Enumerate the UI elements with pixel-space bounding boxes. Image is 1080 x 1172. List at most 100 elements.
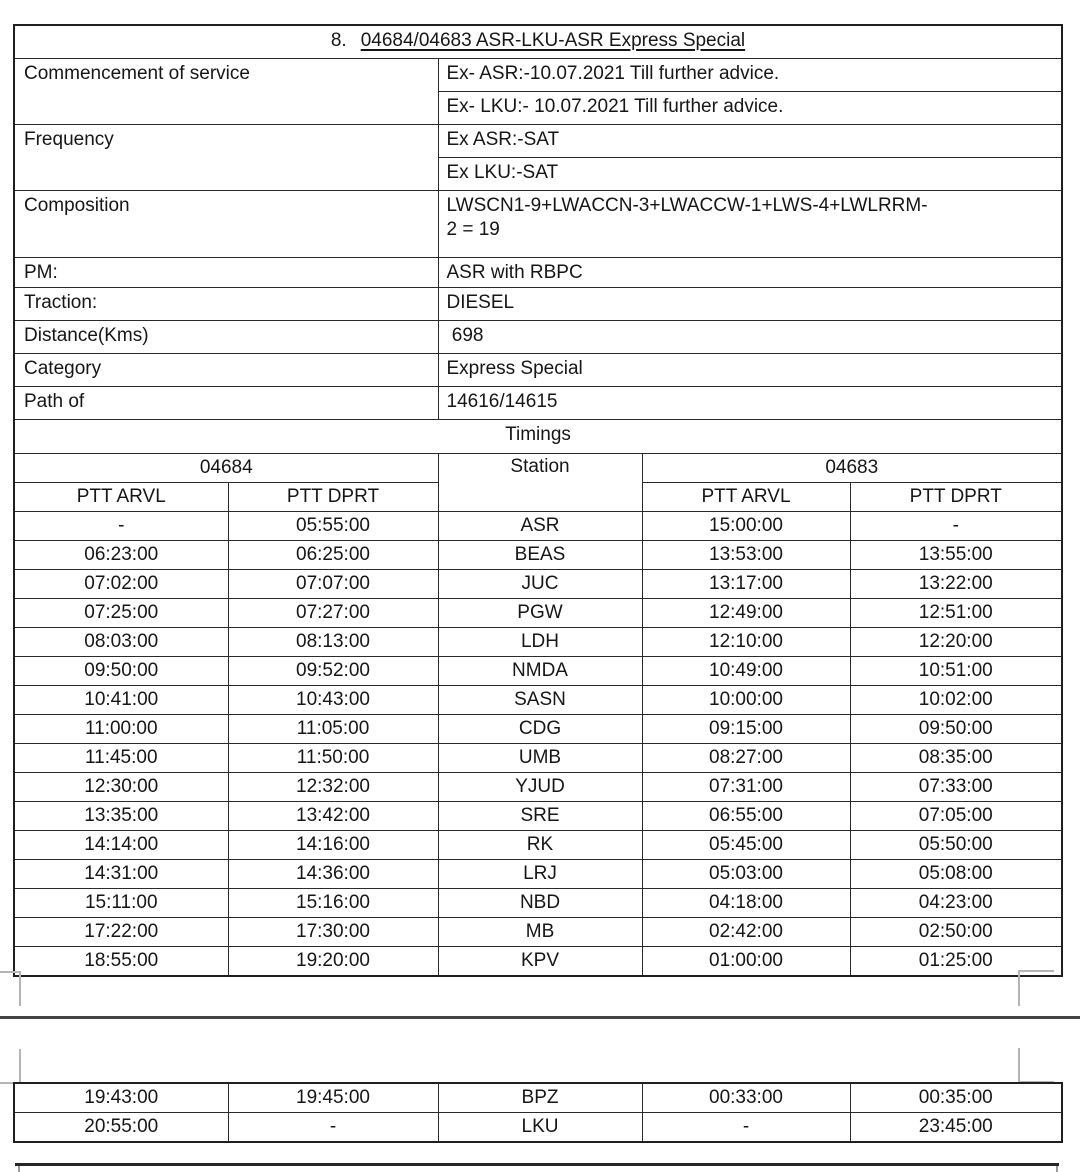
timings-row: 12:30:00 12:32:00 YJUD 07:31:00 07:33:00 — [13, 772, 1063, 802]
timings-row: 20:55:00- LKU -23:45:00 — [13, 1112, 1063, 1143]
title-text: 04684/04683 ASR-LKU-ASR Express Special — [360, 30, 746, 51]
train-number-up: 04683 — [641, 453, 1063, 483]
timings-row: -05:55:00 ASR 15:00:00- — [13, 511, 1063, 541]
page2-top-right-crop-mark — [1018, 1048, 1054, 1083]
station-cell: SRE — [437, 801, 643, 831]
label-pm: PM: — [13, 257, 439, 288]
timing-cell: 10:43:00 — [227, 685, 439, 715]
timing-cell: 07:07:00 — [227, 569, 439, 599]
timing-cell: 13:55:00 — [849, 540, 1063, 570]
station-cell: PGW — [437, 598, 643, 628]
timing-cell: 05:08:00 — [849, 859, 1063, 889]
station-cell: NMDA — [437, 656, 643, 686]
header-ptt-arvl-up: PTT ARVL — [641, 482, 851, 512]
info-row-distance: Distance(Kms) 698 — [13, 320, 1063, 354]
next-table-right-border — [1056, 1166, 1058, 1172]
timings-row: 10:41:00 10:43:00 SASN 10:00:00 10:02:00 — [13, 685, 1063, 715]
info-row-traction: Traction: DIESEL — [13, 287, 1063, 321]
timing-cell: 14:16:00 — [227, 830, 439, 860]
value-frequency-lku: Ex LKU:-SAT — [437, 157, 1063, 191]
timing-cell: 18:55:00 — [13, 946, 229, 977]
timing-cell: 08:03:00 — [13, 627, 229, 657]
timing-cell: 15:00:00 — [641, 511, 851, 541]
value-commencement-asr: Ex- ASR:-10.07.2021 Till further advice. — [437, 58, 1063, 92]
value-distance: 698 — [437, 320, 1063, 354]
timing-cell: 05:50:00 — [849, 830, 1063, 860]
timing-cell: 13:42:00 — [227, 801, 439, 831]
timing-cell: 19:20:00 — [227, 946, 439, 977]
timing-cell: - — [227, 1112, 439, 1143]
timing-cell: 10:51:00 — [849, 656, 1063, 686]
timing-cell: 01:00:00 — [641, 946, 851, 977]
timing-cell: 08:13:00 — [227, 627, 439, 657]
station-cell: RK — [437, 830, 643, 860]
timing-cell: 07:02:00 — [13, 569, 229, 599]
timings-row: 11:45:00 11:50:00 UMB 08:27:00 08:35:00 — [13, 743, 1063, 773]
timing-cell: 00:33:00 — [641, 1082, 851, 1113]
info-row-frequency-2: Ex LKU:-SAT — [14, 157, 1063, 191]
timings-row: 15:11:00 15:16:00 NBD 04:18:00 04:23:00 — [13, 888, 1063, 918]
train-info-table: 8. 04684/04683 ASR-LKU-ASR Express Specia… — [13, 24, 1063, 977]
timing-cell: 07:31:00 — [641, 772, 851, 802]
info-row-frequency: Frequency Ex ASR:-SAT — [13, 124, 1063, 191]
timing-cell: 14:31:00 — [13, 859, 229, 889]
timing-cell: 14:36:00 — [227, 859, 439, 889]
timing-cell: 04:23:00 — [849, 888, 1063, 918]
timings-row: 07:02:00 07:07:00 JUC 13:17:00 13:22:00 — [13, 569, 1063, 599]
header-ptt-dprt-up: PTT DPRT — [849, 482, 1063, 512]
timing-cell: 02:50:00 — [849, 917, 1063, 947]
station-cell: BPZ — [437, 1082, 643, 1113]
label-traction: Traction: — [13, 287, 439, 321]
timing-cell: 17:30:00 — [227, 917, 439, 947]
timing-cell: 09:50:00 — [13, 656, 229, 686]
station-cell: NBD — [437, 888, 643, 918]
label-frequency: Frequency — [13, 124, 439, 191]
timing-cell: 10:49:00 — [641, 656, 851, 686]
value-category: Express Special — [437, 353, 1063, 387]
timing-cell: 07:05:00 — [849, 801, 1063, 831]
timing-cell: 12:49:00 — [641, 598, 851, 628]
title-number: 8. — [330, 30, 347, 51]
timings-row: 09:50:00 09:52:00 NMDA 10:49:00 10:51:00 — [13, 656, 1063, 686]
label-distance: Distance(Kms) — [13, 320, 439, 354]
label-path: Path of — [13, 386, 439, 420]
timing-cell: 17:22:00 — [13, 917, 229, 947]
train-number-header-row: 04684 Station 04683 — [13, 453, 1063, 512]
station-cell: CDG — [437, 714, 643, 744]
timing-cell: 08:35:00 — [849, 743, 1063, 773]
timings-section-row: Timings — [13, 419, 1063, 454]
timing-cell: 12:51:00 — [849, 598, 1063, 628]
label-commencement: Commencement of service — [13, 58, 439, 125]
train-number-down: 04684 — [13, 453, 439, 483]
label-category: Category — [13, 353, 439, 387]
station-cell: UMB — [437, 743, 643, 773]
timing-cell: 15:16:00 — [227, 888, 439, 918]
timings-row: 17:22:00 17:30:00 MB 02:42:00 02:50:00 — [13, 917, 1063, 947]
info-row-composition: Composition LWSCN1-9+LWACCN-3+LWACCW-1+L… — [13, 190, 1063, 258]
timing-cell: - — [641, 1112, 851, 1143]
next-table-left-border — [18, 1166, 20, 1172]
page2-top-left-crop-mark — [0, 1049, 21, 1084]
timing-cell: 07:27:00 — [227, 598, 439, 628]
title-row: 8. 04684/04683 ASR-LKU-ASR Express Specia… — [13, 24, 1063, 59]
timing-cell: 07:33:00 — [849, 772, 1063, 802]
station-cell: SASN — [437, 685, 643, 715]
timing-cell: 12:20:00 — [849, 627, 1063, 657]
timings-row: 07:25:00 07:27:00 PGW 12:49:00 12:51:00 — [13, 598, 1063, 628]
value-commencement-lku: Ex- LKU:- 10.07.2021 Till further advice… — [437, 91, 1063, 125]
timings-row: 14:14:00 14:16:00 RK 05:45:00 05:50:00 — [13, 830, 1063, 860]
info-row-commencement-2: Ex- LKU:- 10.07.2021 Till further advice… — [14, 91, 1063, 125]
value-traction: DIESEL — [437, 287, 1063, 321]
timing-cell: 12:32:00 — [227, 772, 439, 802]
station-cell: YJUD — [437, 772, 643, 802]
station-cell: LDH — [437, 627, 643, 657]
timing-cell: 02:42:00 — [641, 917, 851, 947]
timing-cell: 20:55:00 — [13, 1112, 229, 1143]
header-ptt-arvl-down: PTT ARVL — [13, 482, 229, 512]
timings-row: 13:35:00 13:42:00 SRE 06:55:00 07:05:00 — [13, 801, 1063, 831]
timing-cell: 13:17:00 — [641, 569, 851, 599]
timing-cell: 05:03:00 — [641, 859, 851, 889]
timing-cell: 09:50:00 — [849, 714, 1063, 744]
timings-row: 19:43:00 19:45:00 BPZ 00:33:00 00:35:00 — [13, 1082, 1063, 1113]
